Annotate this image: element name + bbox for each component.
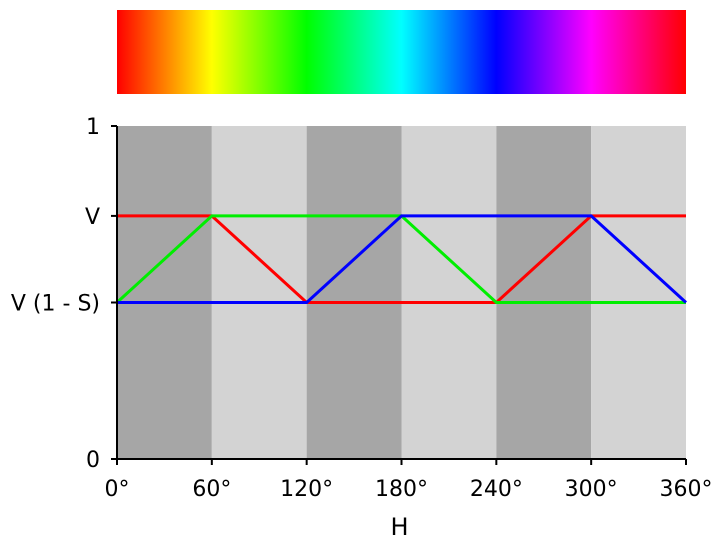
background-band-0 [117, 126, 212, 459]
series-lines [115, 214, 688, 304]
x-tick-label-0: 0° [105, 477, 130, 502]
x-tick-label-5: 300° [565, 477, 618, 502]
background-band-1 [211, 126, 307, 459]
y-axis-ticks: 0 V (1 - S) V 1 [11, 115, 117, 473]
x-axis-ticks: 0° 60° 120° 180° 240° 300° 360° [105, 459, 713, 502]
background-bands [117, 126, 686, 459]
series-line-2 [117, 214, 688, 304]
background-band-4 [496, 126, 592, 459]
series-line-0 [117, 214, 686, 304]
y-tick-label-3: 1 [86, 115, 100, 140]
y-tick-label-0: 0 [86, 448, 100, 473]
x-tick-label-1: 60° [192, 477, 231, 502]
x-tick-label-4: 240° [470, 477, 523, 502]
hue-spectrum-bar [117, 10, 686, 94]
background-band-5 [591, 126, 686, 459]
y-tick-label-2: V [85, 205, 100, 230]
x-tick-label-3: 180° [375, 477, 428, 502]
x-axis-title: H [390, 513, 408, 541]
background-band-3 [401, 126, 497, 459]
x-tick-label-2: 120° [280, 477, 333, 502]
y-tick-label-1: V (1 - S) [11, 291, 100, 316]
x-tick-label-6: 360° [660, 477, 713, 502]
background-band-2 [306, 126, 402, 459]
